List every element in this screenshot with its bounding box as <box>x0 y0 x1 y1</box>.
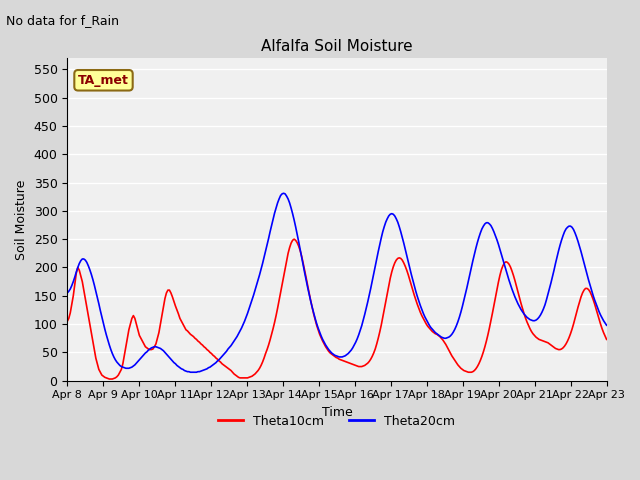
Theta20cm <box>129 363 137 369</box>
Title: Alfalfa Soil Moisture: Alfalfa Soil Moisture <box>261 39 413 54</box>
Theta20cm <box>244 311 252 316</box>
Legend: Theta10cm, Theta20cm: Theta10cm, Theta20cm <box>213 409 460 432</box>
Theta10cm <box>302 275 310 280</box>
Line: Theta10cm: Theta10cm <box>67 239 607 379</box>
Theta10cm <box>291 236 298 242</box>
Theta10cm <box>253 369 260 375</box>
Theta10cm <box>131 315 139 321</box>
Theta20cm <box>302 277 310 283</box>
Theta20cm <box>253 282 260 288</box>
Theta10cm <box>63 318 71 324</box>
Theta10cm <box>244 375 252 381</box>
Theta10cm <box>603 336 611 342</box>
Theta10cm <box>226 367 234 372</box>
Theta20cm <box>280 191 287 196</box>
Text: No data for f_Rain: No data for f_Rain <box>6 14 120 27</box>
Line: Theta20cm: Theta20cm <box>67 193 607 372</box>
Theta10cm <box>576 299 584 305</box>
Y-axis label: Soil Moisture: Soil Moisture <box>15 179 28 260</box>
Theta10cm <box>106 376 113 382</box>
Theta20cm <box>603 323 611 328</box>
X-axis label: Time: Time <box>321 406 352 419</box>
Text: TA_met: TA_met <box>78 74 129 87</box>
Theta20cm <box>187 369 195 375</box>
Theta20cm <box>576 244 584 250</box>
Theta20cm <box>63 290 71 296</box>
Theta20cm <box>226 345 234 350</box>
